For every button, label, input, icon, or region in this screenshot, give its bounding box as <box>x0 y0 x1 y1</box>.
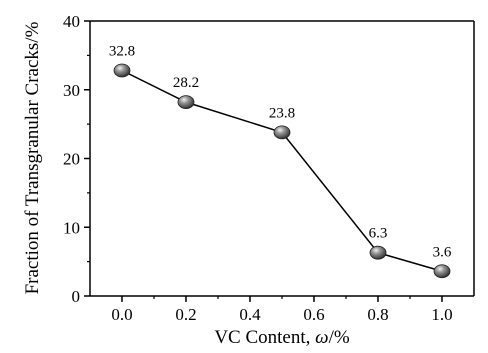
data-label: 3.6 <box>433 244 452 260</box>
x-axis-title-symbol: ω <box>315 327 328 348</box>
x-tick-label: 0.4 <box>239 305 261 324</box>
data-label: 6.3 <box>369 226 388 242</box>
series-line <box>121 69 443 272</box>
x-tick-label: 0.2 <box>175 305 196 324</box>
y-tick-label: 0 <box>72 287 81 306</box>
data-label: 23.8 <box>269 105 295 121</box>
x-tick-label: 1.0 <box>431 305 452 324</box>
data-markers <box>113 63 451 279</box>
x-axis-title-prefix: VC Content, <box>214 327 315 348</box>
data-label: 28.2 <box>173 75 199 91</box>
data-point <box>369 245 387 260</box>
y-tick-label: 30 <box>63 81 80 100</box>
y-axis-title: Fraction of Transgranular Cracks/% <box>22 21 43 294</box>
x-ticks: 0.0 0.2 0.4 0.6 0.8 1.0 <box>111 296 453 324</box>
x-tick-label: 0.0 <box>111 305 132 324</box>
data-point <box>177 95 195 110</box>
x-axis-title: VC Content, ω/% <box>214 327 350 348</box>
plot-frame <box>89 20 475 297</box>
y-tick-label: 20 <box>63 150 80 169</box>
x-tick-label: 0.8 <box>367 305 388 324</box>
x-axis-title-suffix: /% <box>329 327 350 348</box>
y-tick-label: 10 <box>63 218 80 237</box>
y-ticks: 0 10 20 30 40 <box>63 12 90 306</box>
data-label: 32.8 <box>109 44 135 60</box>
series-line-group <box>121 69 443 272</box>
data-point <box>113 63 131 78</box>
data-point <box>433 264 451 279</box>
data-labels: 32.8 28.2 23.8 6.3 3.6 <box>109 44 452 261</box>
data-point <box>273 125 291 140</box>
x-tick-label: 0.6 <box>303 305 324 324</box>
y-tick-label: 40 <box>63 12 80 31</box>
